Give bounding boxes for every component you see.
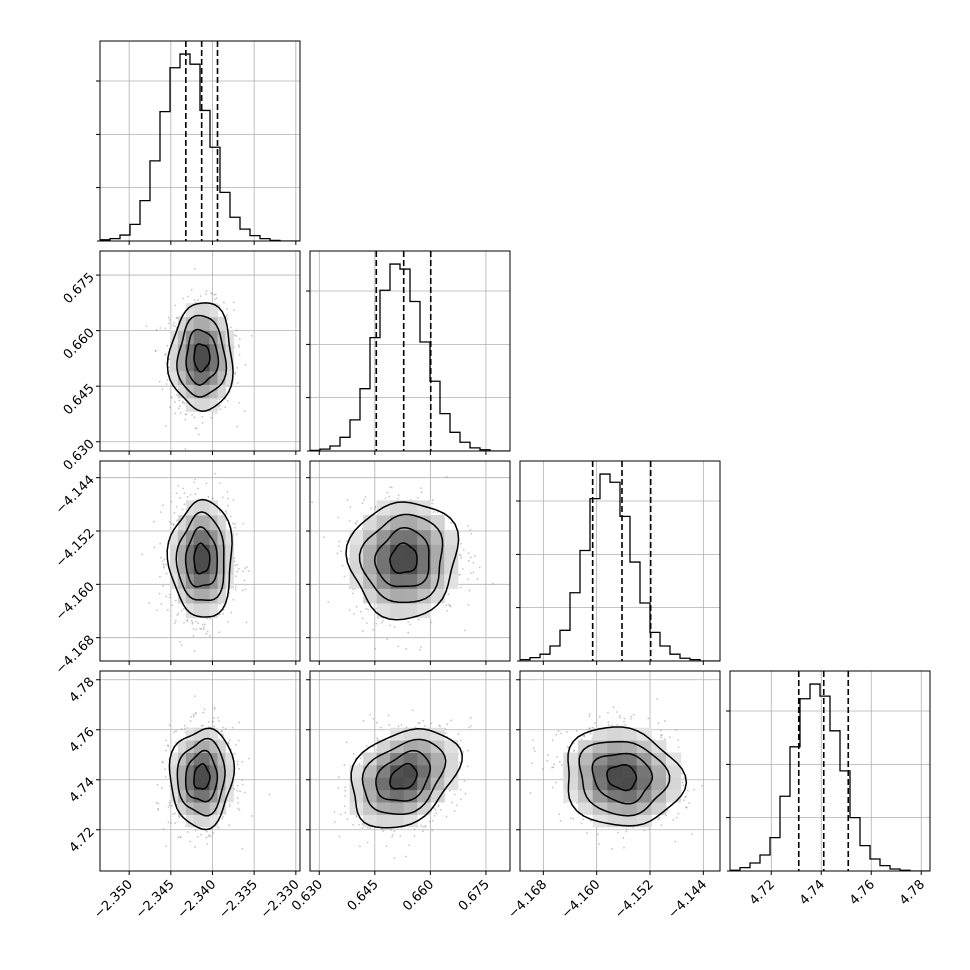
contour-3 [168,727,236,831]
x-tick-label: 4.78 [897,877,928,908]
density-heatmap [170,303,234,412]
contour-1 [184,749,219,803]
x-tick-label: −2.345 [133,877,178,922]
panel-frame [309,460,511,662]
x-tick-label: −4.152 [612,877,657,922]
x-tick-label: 0.645 [345,877,382,914]
contour-lines [168,727,236,831]
grid-lines [520,461,720,661]
x-tick-label: −2.340 [175,877,220,922]
contour-0 [389,762,418,790]
panel-frame [99,460,301,662]
panel-frame [519,460,721,662]
x-tick-label: 4.72 [747,877,778,908]
panel-frame [99,670,301,872]
grid-lines [100,41,300,241]
contour-1 [375,749,432,802]
x-tick-label: 0.675 [456,877,493,914]
histogram-step-1 [310,263,510,451]
panel-frame [519,670,721,872]
y-tick-label: 4.76 [67,725,98,756]
x-tick-label: 4.74 [797,877,828,908]
contour-2 [578,740,671,817]
contour-lines [166,302,234,412]
y-tick-label: −4.152 [53,526,98,571]
y-tick-label: 0.660 [61,326,98,363]
y-tick-label: −4.160 [53,579,98,624]
density-heatmap [170,727,234,828]
histogram-panel-3 [726,670,931,875]
y-tick-label: 0.645 [61,381,98,418]
x-tick-label: 4.76 [847,877,878,908]
contour-lines [350,728,463,829]
contour-lines [345,501,460,621]
contour-3 [345,501,460,621]
contour-1 [184,526,218,588]
scatter-panel-3-0 [96,670,301,875]
contour-2 [176,314,228,398]
x-tick-label: −2.335 [216,877,261,922]
x-tick-label: −4.160 [559,877,604,922]
contour-3 [166,498,233,618]
contour-0 [606,763,638,792]
panel-frame [99,40,301,242]
contour-lines [567,726,688,827]
panel-frame [309,670,511,872]
y-tick-label: 0.675 [61,270,98,307]
contour-2 [358,513,444,604]
y-tick-label: −4.144 [53,473,98,518]
contour-2 [361,738,447,816]
x-tick-label: 0.660 [400,877,437,914]
y-tick-label: −4.168 [53,633,98,678]
scatter-panel-2-1 [306,460,511,665]
histogram-step-2 [520,473,720,661]
scatter-panel-1-0 [96,250,301,455]
contour-0 [193,542,211,575]
contour-0 [389,542,418,574]
contour-1 [591,752,654,805]
scatter-panel-3-2 [516,670,721,875]
contour-3 [166,302,234,412]
histogram-step-3 [730,683,930,871]
panel-frame [309,250,511,452]
scatter-panel-2-0 [96,460,301,665]
contour-3 [350,728,463,829]
x-tick-label: −2.350 [91,877,136,922]
histogram-panel-2 [516,460,721,665]
contour-1 [373,526,430,588]
x-tick-label: −4.144 [666,877,711,922]
contour-lines [166,498,233,618]
density-heatmap [563,727,682,828]
panel-frame [99,250,301,452]
x-tick-label: −4.168 [506,877,551,922]
scatter-panel-3-1 [306,670,511,875]
contour-0 [193,343,211,373]
contour-2 [176,737,226,817]
contour-0 [193,763,211,790]
y-tick-label: 4.74 [67,775,98,806]
contour-2 [175,511,225,602]
contour-1 [185,328,220,386]
contour-3 [567,726,688,827]
panel-frame [729,670,931,872]
histogram-panel-1 [306,250,511,455]
y-tick-label: 4.78 [67,675,98,706]
histogram-step-0 [100,53,300,241]
y-tick-label: 4.72 [67,825,98,856]
histogram-panel-0 [96,40,301,245]
y-tick-label: 0.630 [61,437,98,474]
